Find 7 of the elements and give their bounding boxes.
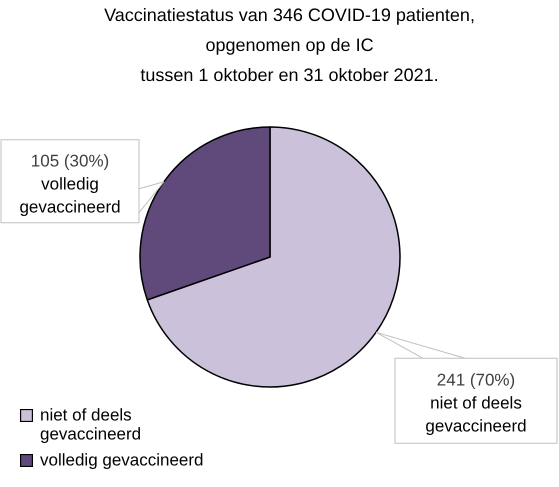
slice-label: niet of deels gevaccineerd	[425, 393, 527, 436]
data-label: 105 (30%)	[30, 152, 110, 171]
chart-title: Vaccinatiestatus van 346 COVID-19 patienten, opgenomen op de IC tussen 1 oktober en 31 oktober 2021.	[104, 5, 475, 85]
slice-label: volledig gevaccineerd	[19, 174, 121, 217]
legend-label: niet of deels gevaccineerd	[40, 406, 142, 444]
data-label: 241 (70%)	[436, 370, 516, 390]
legend-label: volledig gevaccineerd	[40, 450, 204, 470]
